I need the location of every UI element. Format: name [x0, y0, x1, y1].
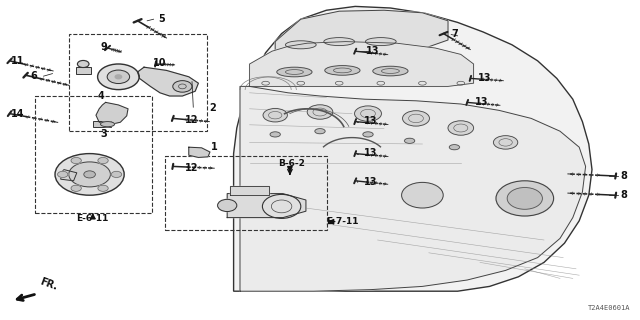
Text: 13: 13 [474, 97, 488, 107]
Ellipse shape [372, 66, 408, 76]
Text: 7: 7 [451, 28, 458, 39]
Ellipse shape [448, 121, 474, 135]
Circle shape [449, 145, 460, 150]
Text: T2A4E0601A: T2A4E0601A [588, 305, 630, 311]
Polygon shape [138, 67, 198, 96]
Text: 14: 14 [11, 108, 25, 119]
Circle shape [315, 129, 325, 134]
Ellipse shape [71, 185, 81, 191]
Text: 8: 8 [621, 190, 627, 200]
Text: 10: 10 [153, 58, 167, 68]
Ellipse shape [77, 60, 89, 68]
Polygon shape [230, 186, 269, 195]
FancyBboxPatch shape [76, 67, 91, 74]
Ellipse shape [58, 172, 68, 177]
Ellipse shape [325, 66, 360, 75]
Polygon shape [240, 86, 586, 291]
Ellipse shape [173, 81, 192, 92]
Text: E-6-11: E-6-11 [77, 214, 109, 223]
Text: 4: 4 [98, 91, 104, 101]
Circle shape [363, 132, 373, 137]
Ellipse shape [100, 122, 115, 127]
Text: 13: 13 [364, 116, 378, 126]
Polygon shape [250, 42, 474, 86]
Polygon shape [234, 6, 592, 291]
Ellipse shape [365, 38, 396, 46]
Text: B-6-2: B-6-2 [278, 159, 305, 168]
Text: 3: 3 [100, 129, 107, 140]
Ellipse shape [402, 182, 444, 208]
Ellipse shape [69, 162, 111, 187]
Text: 1: 1 [211, 142, 218, 152]
Ellipse shape [108, 70, 129, 84]
Ellipse shape [98, 64, 140, 90]
Ellipse shape [55, 154, 124, 195]
Text: 5: 5 [158, 14, 164, 24]
Text: 8: 8 [621, 171, 627, 181]
Circle shape [404, 138, 415, 143]
Ellipse shape [496, 181, 554, 216]
Text: 13: 13 [364, 177, 378, 187]
Polygon shape [189, 147, 210, 157]
Text: 13: 13 [477, 73, 492, 83]
Ellipse shape [71, 157, 81, 164]
Text: 12: 12 [185, 163, 199, 173]
Ellipse shape [262, 194, 301, 218]
Text: 12: 12 [185, 115, 199, 125]
Ellipse shape [493, 136, 518, 149]
Ellipse shape [403, 111, 429, 126]
Text: 11: 11 [11, 56, 25, 66]
Ellipse shape [277, 67, 312, 77]
Ellipse shape [115, 75, 122, 79]
Ellipse shape [84, 171, 95, 178]
Ellipse shape [307, 105, 333, 119]
Text: E-7-11: E-7-11 [326, 217, 358, 226]
Ellipse shape [263, 108, 287, 122]
Polygon shape [96, 102, 128, 125]
Text: FR.: FR. [38, 276, 59, 292]
Text: 13: 13 [365, 45, 380, 56]
Ellipse shape [285, 41, 316, 49]
Ellipse shape [218, 199, 237, 212]
Text: 9: 9 [101, 42, 108, 52]
Polygon shape [227, 194, 306, 218]
Text: 13: 13 [364, 148, 378, 158]
Text: 2: 2 [209, 102, 216, 113]
FancyBboxPatch shape [93, 121, 111, 127]
Ellipse shape [98, 157, 108, 164]
Polygon shape [61, 170, 77, 181]
Ellipse shape [507, 188, 543, 209]
Ellipse shape [111, 172, 122, 177]
FancyArrowPatch shape [288, 169, 292, 174]
Polygon shape [275, 10, 448, 58]
Circle shape [270, 132, 280, 137]
Ellipse shape [98, 185, 108, 191]
Text: 6: 6 [30, 71, 36, 81]
Ellipse shape [355, 106, 381, 121]
Ellipse shape [324, 38, 355, 46]
